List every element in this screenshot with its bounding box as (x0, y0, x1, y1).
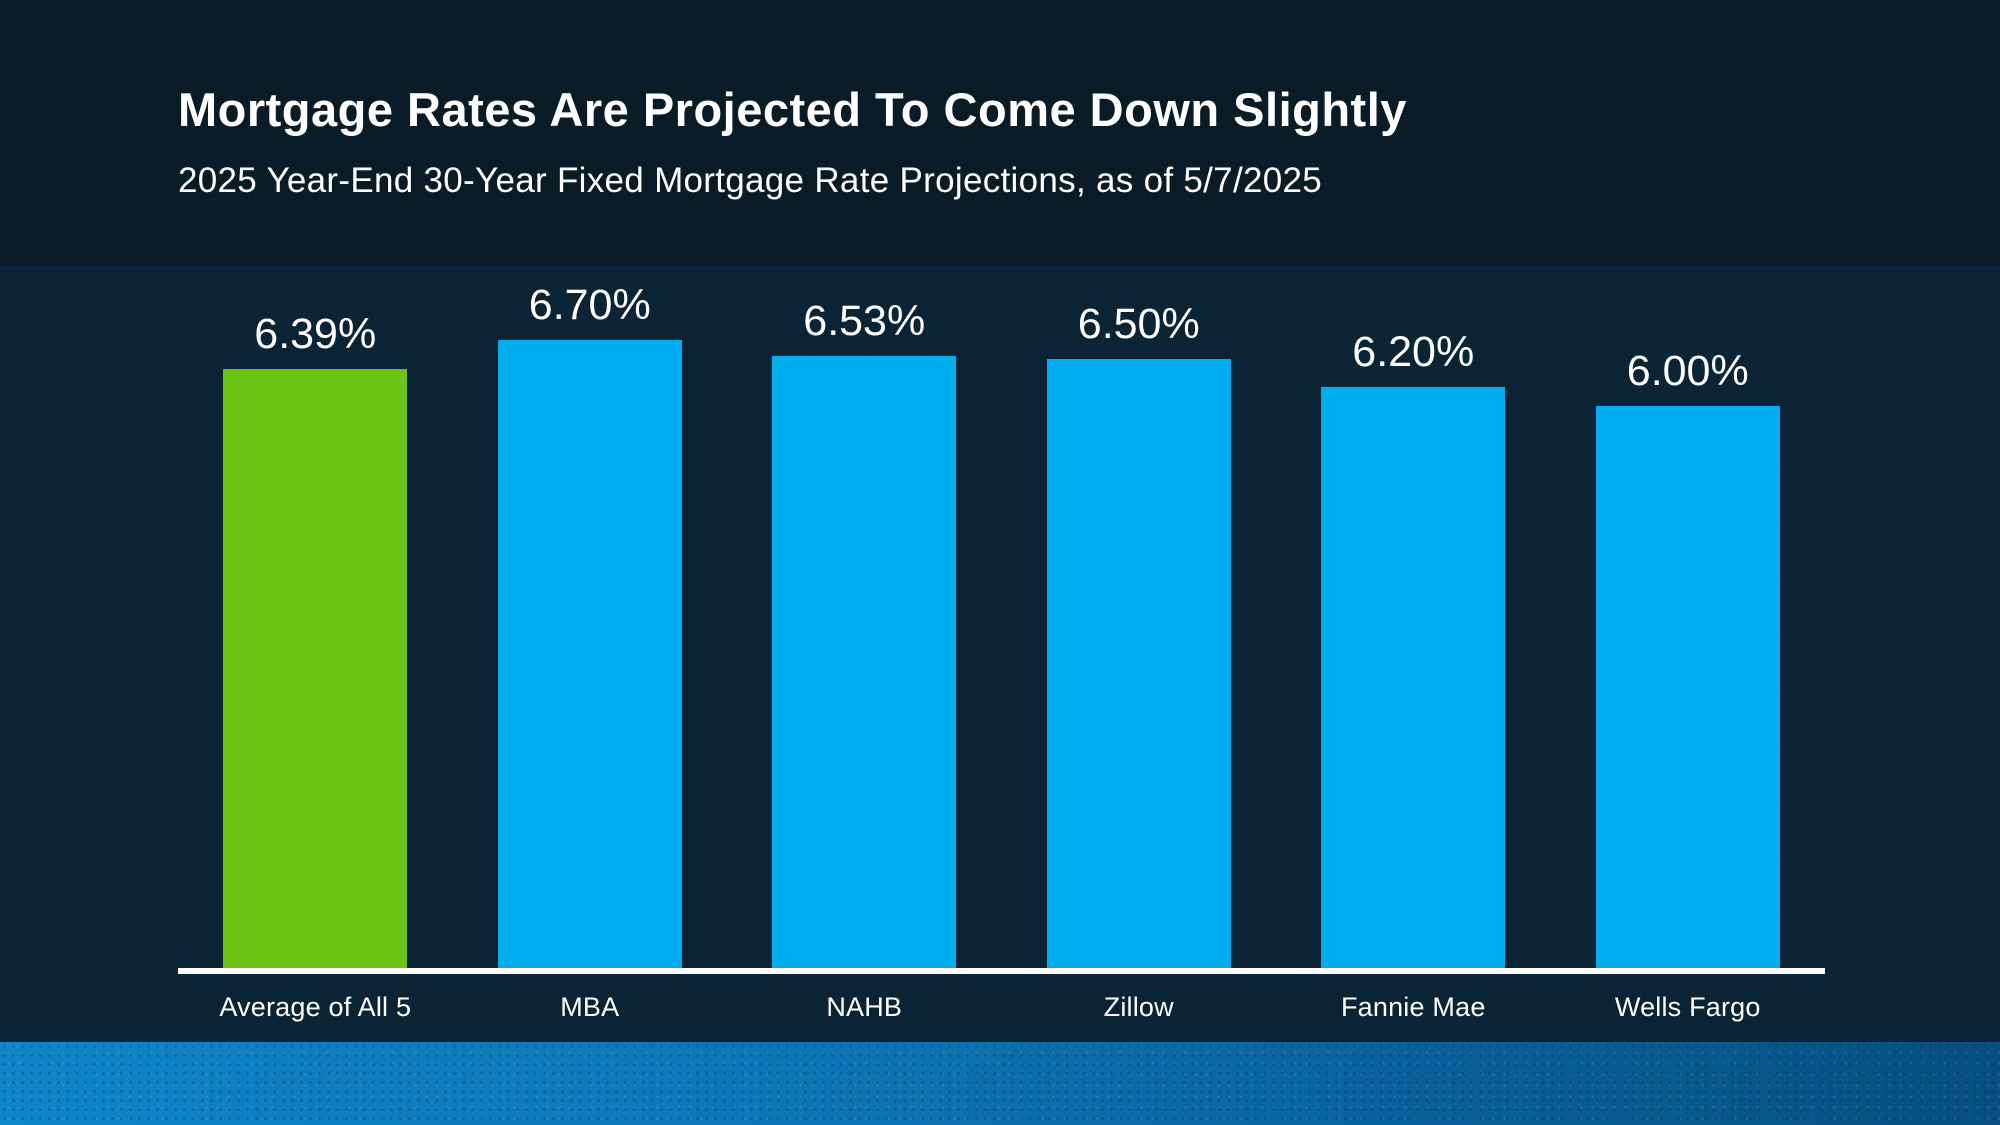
bar (497, 340, 682, 968)
bar-column: 6.70% (453, 265, 728, 968)
chart-title: Mortgage Rates Are Projected To Come Dow… (178, 83, 1407, 136)
bar-column: 6.53% (727, 265, 1002, 968)
bar (772, 355, 957, 968)
category-label: NAHB (826, 992, 903, 1022)
bar (1046, 358, 1231, 968)
bar-value-label: 6.20% (1352, 327, 1475, 376)
bar-value-label: 6.50% (1077, 299, 1200, 348)
bar-value-label: 6.39% (254, 310, 377, 359)
bar-average-highlight (223, 369, 408, 968)
bar (1321, 386, 1506, 968)
category-label: Fannie Mae (1340, 992, 1486, 1022)
chart-subtitle: 2025 Year-End 30-Year Fixed Mortgage Rat… (178, 161, 1323, 201)
footer-accent-bar (0, 1042, 2000, 1125)
chart-header: Mortgage Rates Are Projected To Come Dow… (178, 83, 1878, 201)
x-axis-baseline (178, 968, 1825, 974)
bar-value-label: 6.53% (803, 296, 926, 345)
bar-column: 6.50% (1002, 265, 1277, 968)
bar-columns: 6.39% 6.70% 6.53% 6.50% 6.20% 6.00% (178, 265, 1825, 968)
bar-value-label: 6.00% (1626, 346, 1749, 395)
bar-column: 6.00% (1551, 265, 1826, 968)
x-axis-category-labels: Average of All 5 MBA NAHB Zillow Fannie Mae W… (178, 992, 1825, 1023)
bar-value-label: 6.70% (528, 281, 651, 329)
chart-panel: 6.39% 6.70% 6.53% 6.50% 6.20% 6.00% Average o… (0, 265, 2000, 1042)
bar-column: 6.20% (1276, 265, 1551, 968)
bar-chart: 6.39% 6.70% 6.53% 6.50% 6.20% 6.00% (178, 265, 1825, 974)
category-label: Zillow (1103, 992, 1174, 1022)
bar (1595, 405, 1780, 968)
category-label: MBA (560, 992, 620, 1022)
bar-column: 6.39% (178, 265, 453, 968)
category-label: Average of All 5 (219, 992, 412, 1022)
category-label: Wells Fargo (1614, 992, 1761, 1022)
